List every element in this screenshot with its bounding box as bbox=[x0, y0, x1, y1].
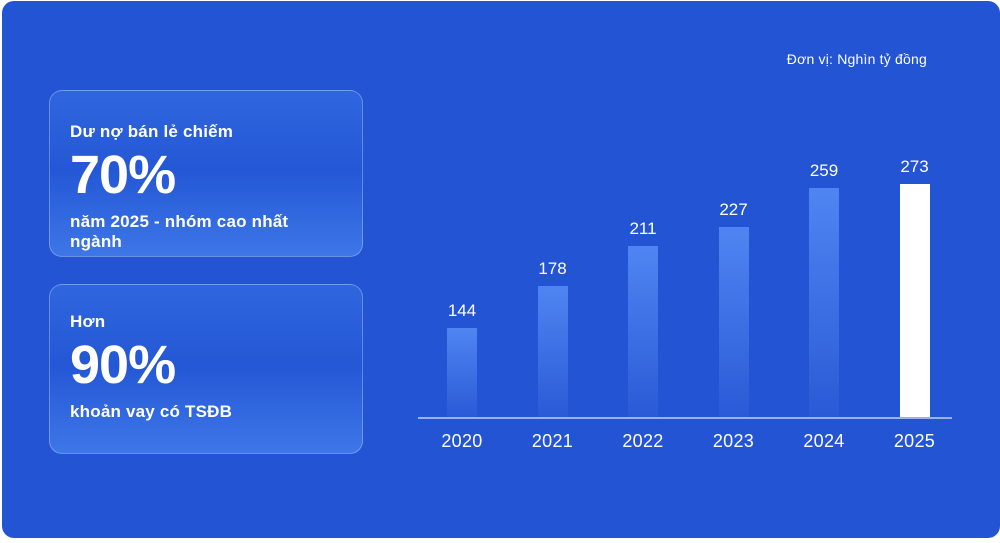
bar bbox=[537, 286, 568, 417]
bar bbox=[628, 246, 658, 417]
stat-card-caption-top: Hơn bbox=[70, 312, 106, 331]
stat-card-secured-loans: Hơn 90% khoản vay có TSĐB bbox=[49, 284, 363, 454]
bar bbox=[809, 188, 839, 417]
x-axis-line bbox=[418, 417, 952, 419]
bar-column-2024: 259 bbox=[778, 157, 870, 417]
bar-value-label: 273 bbox=[900, 157, 929, 176]
bar bbox=[447, 328, 477, 417]
bar-column-2025: 273 bbox=[869, 157, 961, 417]
stat-card-caption-bottom: khoản vay có TSĐB bbox=[70, 402, 233, 422]
stat-card-big-number: 70% bbox=[70, 145, 176, 205]
stat-card-caption-top: Dư nợ bán lẻ chiếm bbox=[70, 122, 234, 141]
x-axis-tick-label: 2023 bbox=[712, 431, 755, 451]
x-axis-tick-label: 2024 bbox=[803, 431, 845, 451]
bar-column-2023: 227 bbox=[688, 157, 780, 417]
bar-column-2020: 144 bbox=[416, 157, 508, 417]
bar-column-2022: 211 bbox=[597, 157, 689, 417]
stat-card-caption-bottom: năm 2025 - nhóm cao nhất ngành bbox=[70, 212, 289, 252]
bar-value-label: 178 bbox=[538, 259, 567, 278]
bar-value-label: 211 bbox=[629, 219, 657, 238]
bar-value-label: 259 bbox=[809, 161, 839, 180]
bar-chart: 144 2020 178 2021 211 2022 227 2023 259 2024 273 20… bbox=[418, 157, 952, 453]
bar bbox=[718, 227, 749, 417]
bar-value-label: 227 bbox=[719, 200, 748, 219]
x-axis-tick-label: 2022 bbox=[622, 431, 664, 451]
x-axis-tick-label: 2020 bbox=[441, 431, 483, 451]
bar-value-label: 144 bbox=[447, 301, 477, 320]
stat-card-retail-share: Dư nợ bán lẻ chiếm 70% năm 2025 - nhóm c… bbox=[49, 90, 363, 257]
stat-card-big-number: 90% bbox=[70, 335, 176, 395]
x-axis-tick-label: 2025 bbox=[893, 431, 936, 451]
bar-highlighted bbox=[899, 184, 930, 417]
x-axis-tick-label: 2021 bbox=[531, 431, 574, 451]
unit-label: Đơn vị: Nghìn tỷ đồng bbox=[786, 51, 927, 67]
bar-column-2021: 178 bbox=[507, 157, 599, 417]
